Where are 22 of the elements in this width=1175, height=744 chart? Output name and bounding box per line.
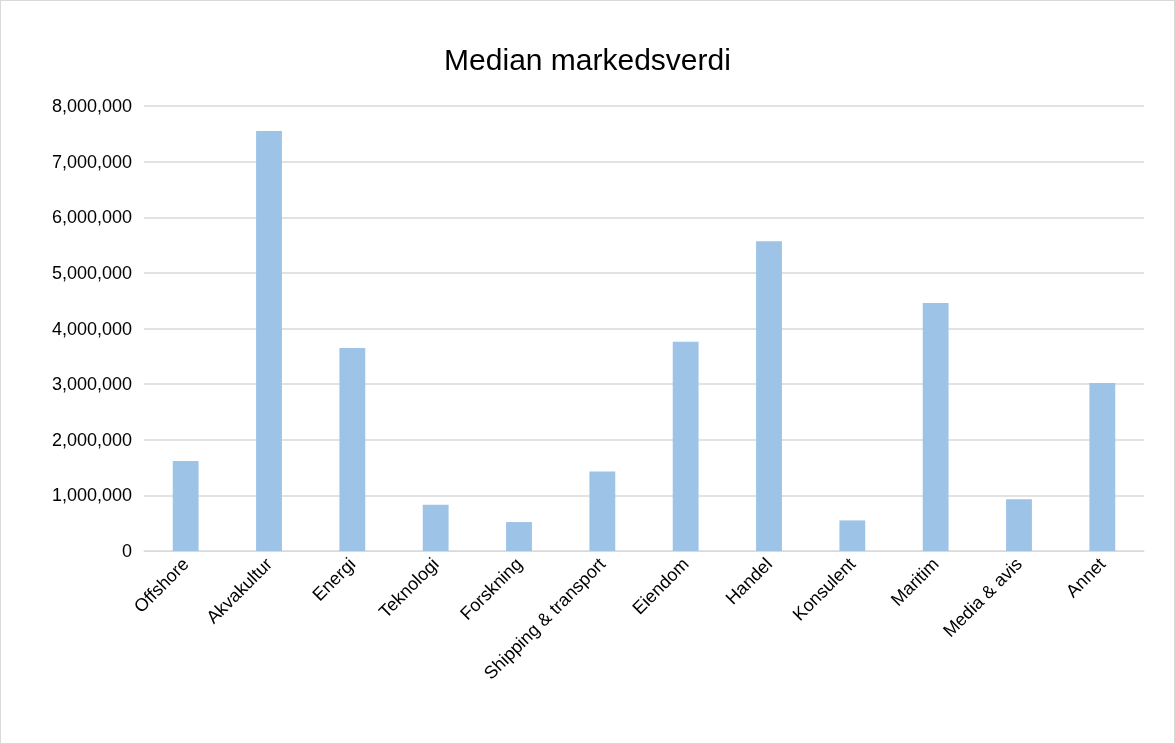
bar bbox=[172, 460, 199, 551]
y-tick-label: 7,000,000 bbox=[51, 151, 132, 172]
bar bbox=[839, 520, 866, 551]
bar bbox=[339, 347, 366, 551]
y-tick-label: 0 bbox=[121, 541, 132, 561]
y-tick-label: 1,000,000 bbox=[51, 485, 132, 506]
y-tick-label: 3,000,000 bbox=[51, 374, 132, 395]
bar bbox=[672, 341, 699, 551]
bar bbox=[256, 131, 282, 551]
bar bbox=[1089, 383, 1116, 551]
chart-title: Median markedsverdi bbox=[444, 42, 731, 76]
y-tick-label: 2,000,000 bbox=[51, 429, 132, 450]
y-tick-label: 4,000,000 bbox=[51, 318, 132, 339]
bar bbox=[506, 522, 532, 551]
bar bbox=[756, 241, 782, 551]
y-tick-label: 6,000,000 bbox=[51, 207, 132, 228]
bar bbox=[422, 504, 449, 551]
bar bbox=[922, 302, 949, 551]
bar bbox=[1006, 499, 1032, 551]
y-tick-label: 5,000,000 bbox=[51, 262, 132, 283]
bar bbox=[589, 471, 616, 551]
y-tick-label: 8,000,000 bbox=[51, 96, 132, 116]
